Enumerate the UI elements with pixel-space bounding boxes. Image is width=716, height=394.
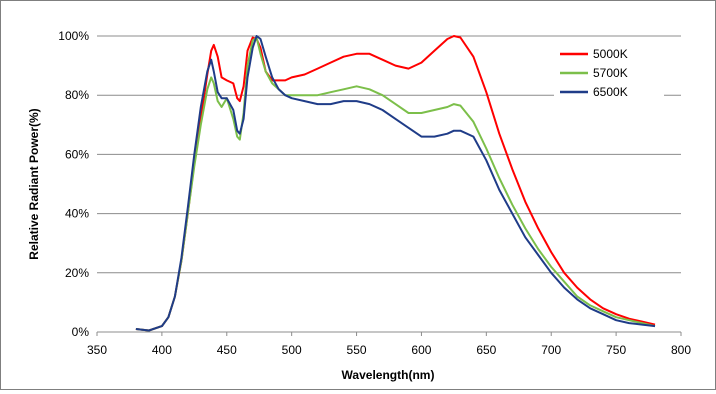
x-tick-label: 650 [476,343,496,357]
y-tick-label: 100% [58,29,89,43]
y-tick-label: 80% [65,88,89,102]
x-axis-title: Wavelength(nm) [342,368,435,382]
legend-label: 6500K [593,85,628,99]
x-tick-label: 700 [541,343,561,357]
y-tick-label: 0% [72,325,90,339]
legend-label: 5000K [593,47,628,61]
legend-label: 5700K [593,66,628,80]
axis-layer: 0% 20% 40% 60% 80% 100% 350 400 450 500 550 600 650 7… [58,29,691,357]
y-tick-label: 20% [65,266,89,280]
y-tick-label: 40% [65,207,89,221]
x-tick-label: 800 [671,343,691,357]
x-tick-label: 750 [606,343,626,357]
series-line-5700k [135,36,656,332]
x-tick-label: 400 [152,343,172,357]
x-tick-label: 450 [217,343,237,357]
x-tick-label: 600 [411,343,431,357]
series-layer [135,35,656,332]
y-axis-title: Relative Radiant Power(%) [27,108,41,259]
x-tick-label: 350 [87,343,107,357]
series-line-6500k [135,35,656,332]
legend: 5000K 5700K 6500K [554,42,664,103]
y-tick-label: 60% [65,147,89,161]
x-tick-label: 500 [282,343,302,357]
x-tick-label: 550 [347,343,367,357]
